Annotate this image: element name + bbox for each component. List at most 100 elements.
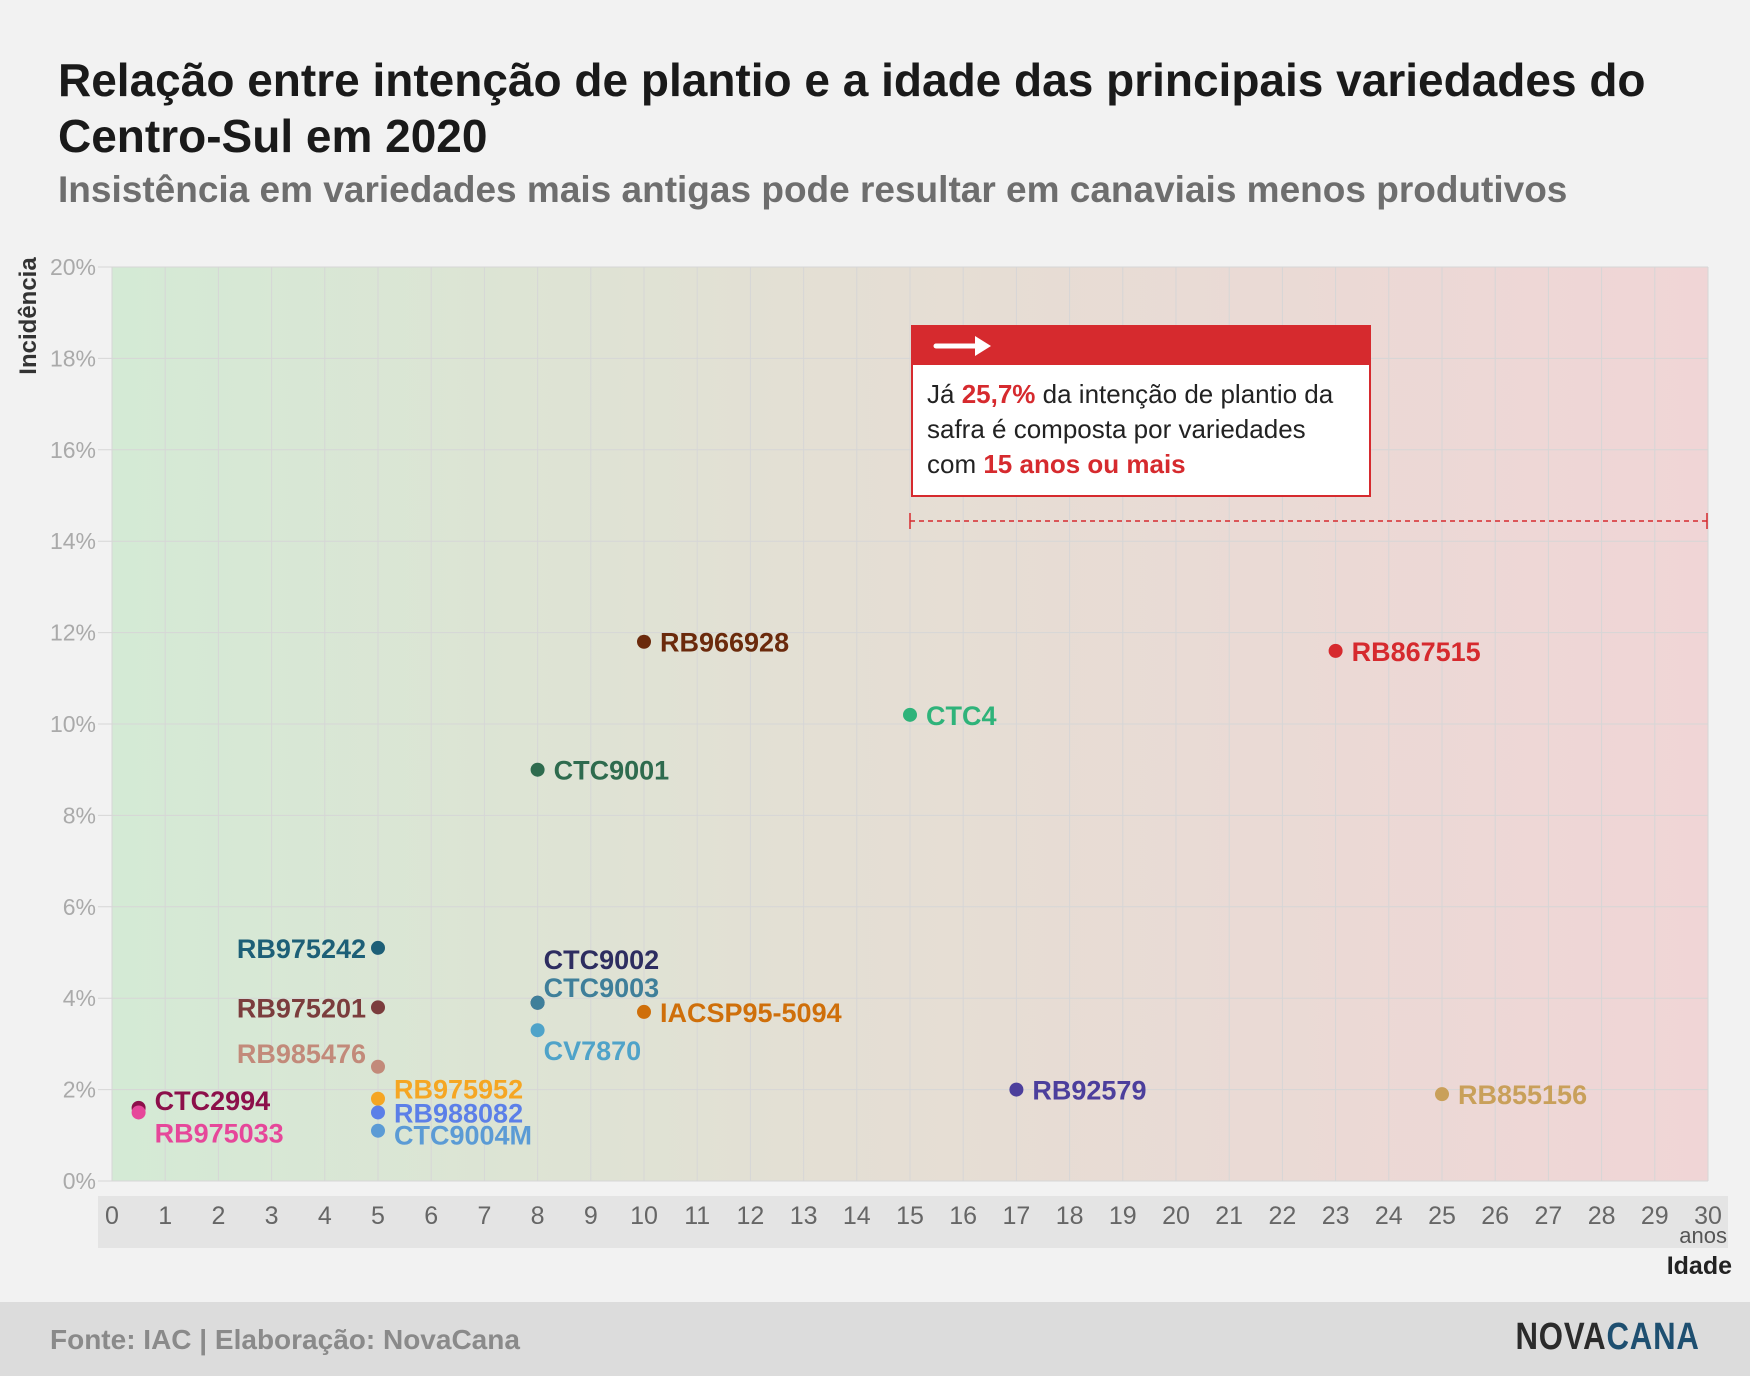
data-point-label: CV7870 <box>544 1036 642 1066</box>
data-point-marker <box>530 995 545 1010</box>
point-ctc2994: CTC2994 <box>131 1086 271 1116</box>
y-tick-label: 0% <box>63 1168 96 1194</box>
x-tick-label: 13 <box>790 1202 818 1230</box>
source-note: Fonte: IAC | Elaboração: NovaCana <box>50 1324 520 1355</box>
y-tick-label: 16% <box>50 437 96 463</box>
point-cv7870: CV7870 <box>530 1023 642 1066</box>
data-point-marker <box>1435 1087 1449 1102</box>
x-tick-label: 1 <box>158 1202 172 1230</box>
x-tick-label: 12 <box>736 1202 764 1230</box>
callout-box: Já 25,7% da intenção de plantio da safra… <box>911 325 1371 497</box>
x-tick-label: 20 <box>1162 1202 1190 1230</box>
x-tick-label: 14 <box>843 1202 871 1230</box>
point-ctc9001: CTC9001 <box>530 756 670 786</box>
x-tick-label: 10 <box>630 1202 658 1230</box>
y-tick-label: 8% <box>63 802 96 828</box>
x-axis-ticks: 0 1 2 3 4 5 6 7 8 9 10 11 12 13 14 15 16 17 18 19 20 21 22 23 24… <box>105 1202 1722 1230</box>
callout-text: Já 25,7% da intenção de plantio da safra… <box>913 365 1369 482</box>
point-rb92579: RB92579 <box>1009 1076 1146 1106</box>
x-tick-label: 3 <box>265 1202 279 1230</box>
y-tick-label: 12% <box>50 620 96 646</box>
data-point-label: IACSP95-5094 <box>660 998 842 1028</box>
x-tick-label: 6 <box>424 1202 438 1230</box>
data-point-marker <box>371 1123 385 1138</box>
point-iacsp95-5094: IACSP95-5094 <box>637 998 842 1028</box>
data-point-label: CTC9002 <box>544 945 660 975</box>
y-tick-label: 6% <box>63 894 96 920</box>
x-tick-label: 11 <box>684 1202 710 1230</box>
x-tick-label: 25 <box>1428 1202 1456 1230</box>
x-tick-label: 30 <box>1694 1202 1722 1230</box>
data-point-label: RB855156 <box>1458 1080 1587 1110</box>
x-tick-label: 24 <box>1375 1202 1403 1230</box>
point-rb975952: RB975952 <box>371 1075 523 1106</box>
x-tick-label: 17 <box>1002 1202 1030 1230</box>
data-point-label: RB975201 <box>237 993 366 1023</box>
data-point-marker <box>637 634 651 649</box>
grid-lines <box>98 266 1709 1182</box>
data-point-marker <box>371 1000 385 1015</box>
point-rb975201: RB975201 <box>237 993 385 1023</box>
data-point-label: RB92579 <box>1032 1076 1146 1106</box>
data-point-label: CTC2994 <box>155 1086 271 1116</box>
data-point-marker <box>903 707 917 722</box>
x-axis-unit: anos <box>1679 1223 1727 1248</box>
data-point-marker <box>371 940 385 955</box>
x-tick-label: 27 <box>1534 1202 1562 1230</box>
callout-header <box>913 327 1369 365</box>
x-axis-label: Idade <box>1667 1252 1732 1280</box>
x-tick-label: 19 <box>1109 1202 1137 1230</box>
y-axis-ticks: 0% 2% 4% 6% 8% 10% 12% 14% 16% 18% 20% <box>50 254 96 1194</box>
x-tick-label: 9 <box>584 1202 598 1230</box>
x-tick-label: 15 <box>896 1202 924 1230</box>
x-axis-band <box>98 1196 1728 1248</box>
data-point-marker <box>371 1091 385 1106</box>
x-tick-label: 28 <box>1588 1202 1616 1230</box>
y-tick-label: 4% <box>63 985 96 1011</box>
point-rb975033: RB975033 <box>131 1105 284 1148</box>
chart-title: Relação entre intenção de plantio e a id… <box>58 54 1646 162</box>
x-tick-label: 16 <box>949 1202 977 1230</box>
x-tick-label: 26 <box>1481 1202 1509 1230</box>
data-point-marker <box>1328 643 1343 658</box>
point-rb988082: RB988082 <box>371 1098 523 1128</box>
data-point-label: CTC9004M <box>394 1121 532 1151</box>
point-rb985476: RB985476 <box>237 1039 385 1074</box>
y-tick-label: 2% <box>63 1077 96 1103</box>
footer: Fonte: IAC | Elaboração: NovaCana NOVACA… <box>0 1302 1750 1376</box>
data-point-label: RB966928 <box>660 628 789 658</box>
x-tick-label: 7 <box>477 1202 491 1230</box>
y-tick-label: 14% <box>50 528 96 554</box>
novacana-logo: NOVACANA <box>1516 1316 1700 1359</box>
data-point-label: CTC9003 <box>544 973 660 1003</box>
y-tick-label: 10% <box>50 711 96 737</box>
data-point-label: RB988082 <box>394 1098 523 1128</box>
callout-text-part: Já <box>927 379 962 409</box>
data-point-label: RB975952 <box>394 1075 523 1105</box>
logo-text-part: CANA <box>1606 1316 1700 1358</box>
data-point-marker <box>1009 1082 1024 1097</box>
data-point-label: CTC9001 <box>554 756 670 786</box>
point-rb855156: RB855156 <box>1435 1080 1587 1110</box>
data-point-marker <box>530 762 545 777</box>
x-tick-label: 18 <box>1056 1202 1084 1230</box>
data-point-label: CTC4 <box>926 701 997 731</box>
logo-text-part: NOVA <box>1515 1316 1607 1358</box>
point-rb867515: RB867515 <box>1328 637 1481 667</box>
callout-highlight-percent: 25,7% <box>961 379 1036 409</box>
y-axis-label: Incidência <box>15 257 42 375</box>
point-rb975242: RB975242 <box>237 934 385 964</box>
x-tick-label: 21 <box>1215 1202 1243 1230</box>
data-point-marker <box>371 1059 385 1074</box>
data-point-label: RB975033 <box>155 1118 284 1148</box>
y-tick-label: 20% <box>50 254 96 280</box>
x-tick-label: 22 <box>1268 1202 1296 1230</box>
data-point-label: RB867515 <box>1352 637 1481 667</box>
data-point-marker <box>530 1023 545 1038</box>
point-ctc4: CTC4 <box>903 701 997 731</box>
x-tick-label: 5 <box>371 1202 385 1230</box>
x-tick-label: 23 <box>1322 1202 1350 1230</box>
chart-subtitle: Insistência em variedades mais antigas p… <box>58 169 1568 210</box>
data-point-marker <box>637 1004 651 1019</box>
